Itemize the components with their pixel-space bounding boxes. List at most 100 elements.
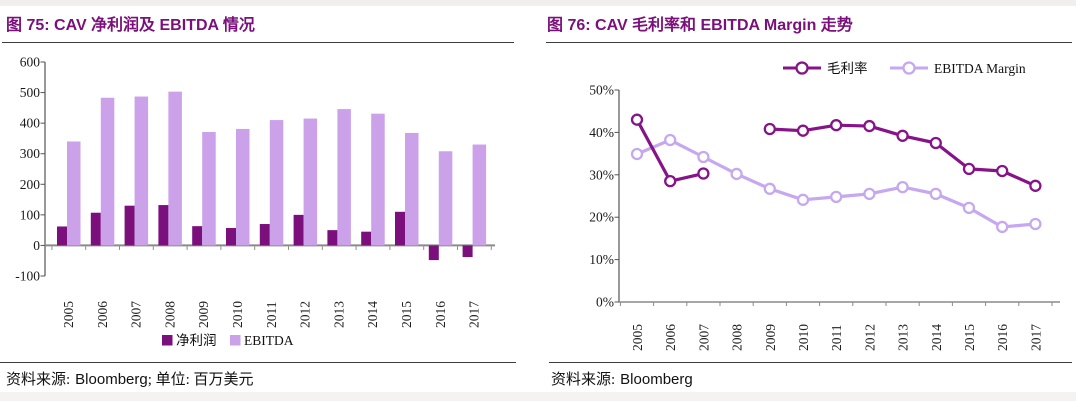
y-axis-label: -100 [15,269,40,284]
gross-margin-point-2011 [830,119,843,132]
net-profit-bar-2015 [395,211,405,246]
ebitda-margin-line [635,138,1037,229]
title-divider [2,42,514,43]
legend-label-ebitda: EBITDA [244,333,294,348]
net-profit-bar-2017 [462,245,473,258]
ebitda-margin-point-2013 [896,180,909,194]
x-axis-label-2007: 2007 [696,324,711,351]
legend-swatch-net-profit [162,335,173,346]
gross-margin-point-2005 [630,113,644,126]
net-profit-ebitda-bar-chart: 600 500 400 300 200 100 0 -100 2005 2006 2007 2008 2… [15,55,495,348]
legend-label-net-profit: 净利润 [176,333,217,348]
ebitda-bar-2016 [438,151,453,246]
x-axis-label-2014: 2014 [929,324,944,351]
x-axis-label-2012: 2012 [862,324,877,351]
ebitda-bar-2005 [67,141,81,246]
x-axis-label-2007: 2007 [129,301,144,328]
ebitda-bar-2014 [371,113,385,246]
net-profit-bar-2008 [158,205,169,246]
net-profit-bar-2009 [192,226,203,246]
net-profit-bar-2005 [57,226,67,246]
ebitda-margin-point-2006 [664,133,677,147]
gross-margin-point-2010 [796,124,810,137]
x-axis-label-2010: 2010 [230,301,245,328]
gross-margin-point-2016 [996,164,1009,178]
net-profit-bar-2016 [428,245,439,261]
x-axis-label-2016: 2016 [995,324,1010,351]
ebitda-bar-2006 [100,97,115,246]
gross-margin-point-2017 [1029,179,1042,192]
y-axis-label: 20% [589,210,614,225]
ebitda-bar-2013 [337,109,351,246]
gross-margin-point-2009 [763,122,776,136]
figure-75-source: 资料来源: Bloomberg; 单位: 百万美元 [6,368,254,389]
x-axis-label-2013: 2013 [896,324,911,351]
ebitda-margin-point-2017 [1029,217,1042,231]
x-axis-label-2008: 2008 [730,324,745,351]
title-divider [546,42,1072,43]
legend-marker-ebitda-margin [902,61,916,75]
x-axis-label-2013: 2013 [331,301,346,328]
ebitda-margin-point-2014 [929,187,942,201]
net-profit-bar-2011 [259,224,270,246]
y-axis-label: 40% [589,125,614,140]
x-axis-label-2016: 2016 [433,301,448,328]
x-axis-label-2010: 2010 [796,324,811,351]
ebitda-margin-point-2012 [863,187,876,201]
figure-76-title: 图 76: CAV 毛利率和 EBITDA Margin 走势 [547,17,853,34]
gross-margin-point-2015 [962,162,976,176]
ebitda-margin-point-2016 [996,220,1009,234]
ebitda-margin-point-2008 [730,167,743,181]
figure-75-title: 图 75: CAV 净利润及 EBITDA 情况 [6,17,255,34]
x-axis-label-2011: 2011 [829,325,844,352]
x-axis-label-2005: 2005 [630,324,645,351]
net-profit-bar-2013 [327,230,338,246]
ebitda-margin-point-2007 [697,150,710,164]
y-axis-label: 400 [20,116,41,131]
ebitda-bar-2011 [269,120,284,246]
page-top-strip [0,0,1076,6]
y-axis-label: 30% [589,167,614,182]
x-axis-label-2014: 2014 [365,301,380,328]
x-axis-label-2009: 2009 [196,301,211,328]
margin-trend-line-chart: 0% 10% 20% 30% 40% 50% 2005 2006 2007 2008 2009 201… [589,60,1060,352]
x-axis-label-2017: 2017 [1028,324,1043,351]
ebitda-bar-2008 [168,91,182,246]
net-profit-bar-2006 [90,212,101,246]
ebitda-margin-point-2009 [763,182,776,195]
ebitda-bar-2007 [134,96,149,246]
gross-margin-point-2007 [697,167,710,180]
source-name: Bloomberg [75,371,148,388]
y-axis-label: 300 [20,146,41,161]
x-axis-label-2008: 2008 [162,301,177,328]
page-bottom-strip [0,392,1076,401]
y-axis-label: 0% [596,295,614,310]
legend-swatch-ebitda [230,335,241,346]
legend-marker-gross-margin [795,61,809,75]
y-axis-label: 600 [20,55,41,70]
ebitda-bar-2017 [472,144,487,246]
gross-margin-point-2006 [664,175,677,188]
net-profit-bar-2012 [293,214,304,246]
source-divider [549,362,1072,363]
ebitda-bar-2015 [405,132,419,246]
net-profit-bar-2014 [361,231,372,246]
x-axis-label-2015: 2015 [962,324,977,351]
x-axis-label-2005: 2005 [61,301,76,328]
ebitda-bar-2010 [236,128,250,246]
source-name: Bloomberg [620,371,693,388]
x-axis-label-2009: 2009 [763,324,778,351]
source-unit: ; 单位: 百万美元 [147,372,254,388]
gross-margin-point-2014 [929,136,942,150]
legend-label-ebitda-margin: EBITDA Margin [934,61,1026,76]
y-axis-label: 0 [33,238,40,253]
net-profit-bar-2007 [124,205,135,246]
ebitda-margin-point-2005 [630,147,644,161]
y-axis-label: 50% [589,83,614,98]
source-label: 资料来源: [551,372,616,388]
figure-76-source: 资料来源: Bloomberg [551,368,693,389]
y-axis-label: 10% [589,252,614,267]
x-axis-label-2017: 2017 [467,301,482,328]
ebitda-bar-2012 [303,118,318,246]
x-axis-label-2006: 2006 [95,301,110,328]
